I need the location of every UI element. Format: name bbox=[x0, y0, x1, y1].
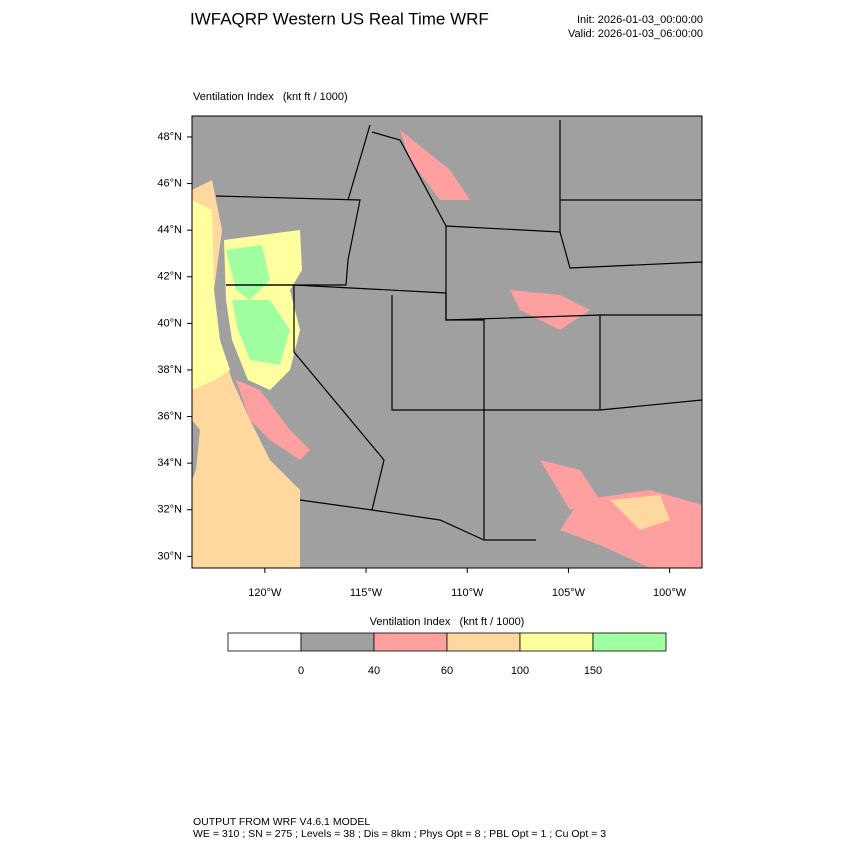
map bbox=[191, 115, 703, 569]
state-borders bbox=[215, 120, 703, 541]
field-area bbox=[560, 490, 702, 568]
ocean-field bbox=[192, 420, 200, 480]
ocean-field bbox=[192, 180, 300, 568]
colorbar-segment bbox=[446, 632, 521, 652]
colorbar-segment bbox=[227, 632, 302, 652]
y-tick-label: 42°N bbox=[157, 271, 182, 283]
colorbar-tick-label: 60 bbox=[441, 665, 453, 677]
field-area bbox=[610, 495, 670, 530]
y-tick-label: 46°N bbox=[157, 177, 182, 189]
init-time: Init: 2026-01-03_00:00:00 bbox=[577, 14, 703, 26]
colorbar-segment bbox=[300, 632, 375, 652]
colorbar: 0 40 60 100 150 bbox=[227, 632, 667, 677]
field-area bbox=[226, 245, 290, 365]
colorbar-segment bbox=[592, 632, 667, 652]
y-tick-label: 38°N bbox=[157, 364, 182, 376]
y-tick-label: 48°N bbox=[157, 131, 182, 143]
map-frame bbox=[191, 115, 703, 569]
y-tick-label: 36°N bbox=[157, 410, 182, 422]
colorbar-segment bbox=[519, 632, 594, 652]
footer-model: OUTPUT FROM WRF V4.6.1 MODEL bbox=[193, 816, 370, 828]
ocean-field bbox=[192, 200, 230, 390]
y-tick-label: 40°N bbox=[157, 317, 182, 329]
colorbar-tick-label: 0 bbox=[298, 665, 304, 677]
field-label: Ventilation Index (knt ft / 1000) bbox=[193, 91, 348, 103]
field-area bbox=[400, 130, 600, 510]
y-tick-label: 34°N bbox=[157, 457, 182, 469]
valid-time: Valid: 2026-01-03_06:00:00 bbox=[568, 28, 703, 40]
y-tick-label: 44°N bbox=[157, 224, 182, 236]
y-tick-label: 30°N bbox=[157, 550, 182, 562]
footer-settings: WE = 310 ; SN = 275 ; Levels = 38 ; Dis … bbox=[193, 828, 606, 840]
colorbar-tick-label: 40 bbox=[368, 665, 380, 677]
x-tick-label: 110°W bbox=[451, 587, 484, 599]
colorbar-label: Ventilation Index (knt ft / 1000) bbox=[370, 616, 525, 628]
y-tick-label: 32°N bbox=[157, 504, 182, 516]
title: IWFAQRP Western US Real Time WRF bbox=[190, 9, 489, 28]
colorbar-tick-label: 150 bbox=[584, 665, 602, 677]
field-area bbox=[236, 380, 310, 460]
colorbar-segment bbox=[373, 632, 448, 652]
x-tick-label: 120°W bbox=[248, 587, 282, 599]
colorbar-tick-label: 100 bbox=[511, 665, 529, 677]
x-tick-label: 105°W bbox=[552, 587, 586, 599]
x-tick-label: 100°W bbox=[653, 587, 687, 599]
x-tick-label: 115°W bbox=[350, 587, 383, 599]
